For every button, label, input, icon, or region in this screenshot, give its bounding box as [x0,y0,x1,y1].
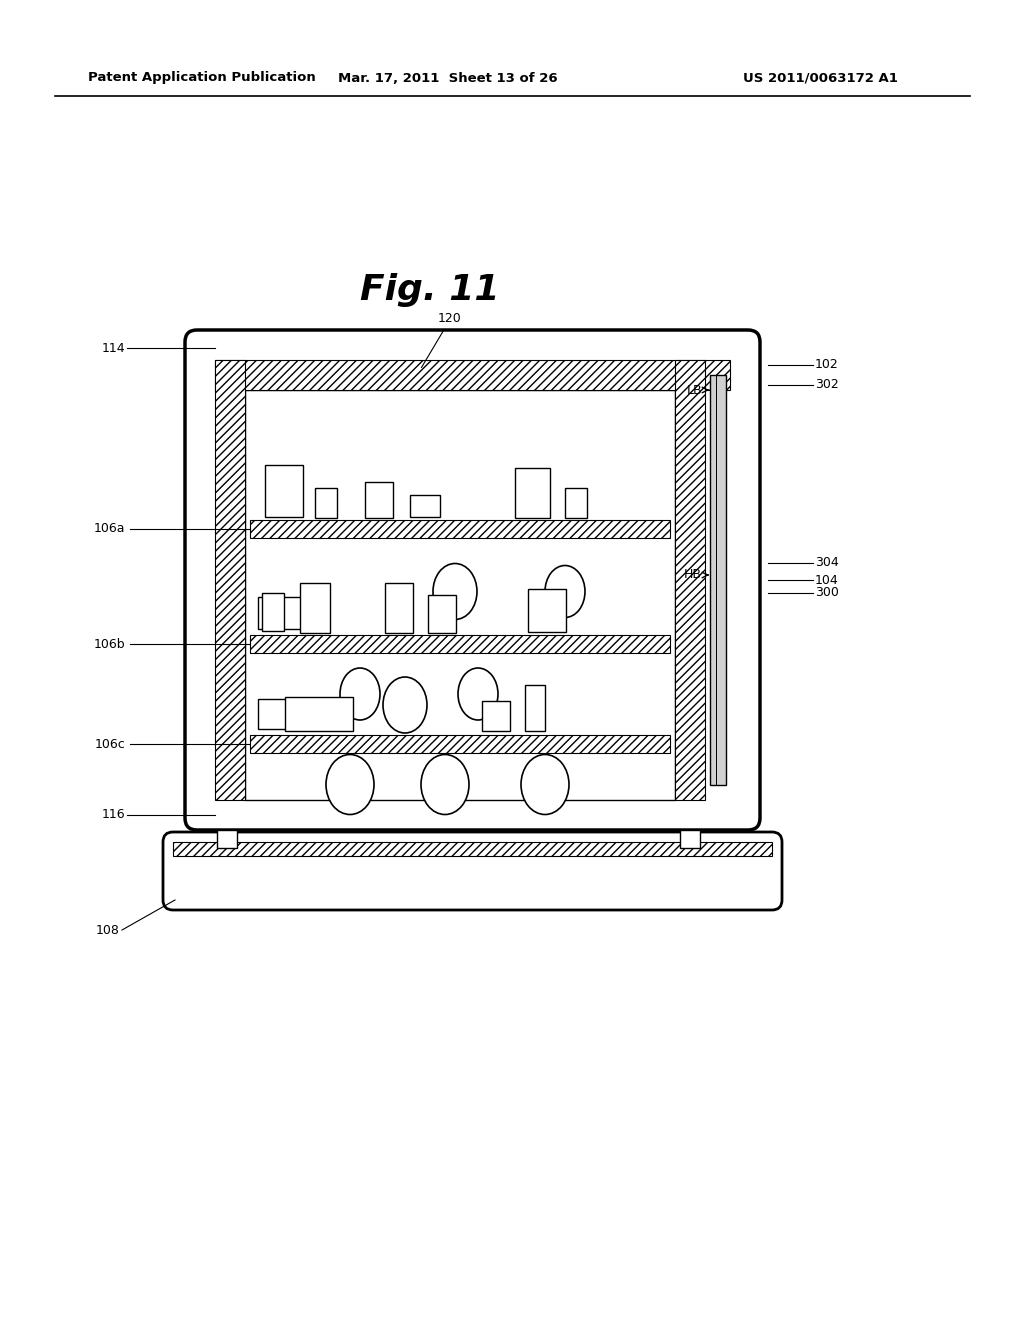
Bar [680,830,700,847]
Text: 304: 304 [815,557,839,569]
Bar [482,701,510,731]
Ellipse shape [326,755,374,814]
Text: Patent Application Publication: Patent Application Publication [88,71,315,84]
Bar [250,735,670,752]
Bar [265,465,303,517]
FancyBboxPatch shape [185,330,760,830]
Bar [515,469,550,517]
Bar [385,583,413,634]
Bar [675,360,705,800]
Ellipse shape [340,668,380,719]
Ellipse shape [383,677,427,733]
Bar [215,360,730,389]
Text: 114: 114 [101,342,125,355]
Text: 106a: 106a [93,523,125,536]
Text: 300: 300 [815,586,839,599]
Bar [365,482,393,517]
Bar [262,593,284,631]
Text: 106c: 106c [94,738,125,751]
FancyBboxPatch shape [163,832,782,909]
Text: 106b: 106b [93,638,125,651]
Bar [410,495,440,517]
Bar [710,375,726,785]
Bar [173,842,772,855]
Bar [245,389,675,800]
Text: 108: 108 [96,924,120,936]
Bar [250,520,670,539]
Text: 102: 102 [815,359,839,371]
Bar [565,488,587,517]
Text: LB: LB [686,384,702,396]
Bar [315,488,337,517]
Text: HB: HB [684,569,702,582]
Text: 120: 120 [438,312,462,325]
Bar [285,697,353,731]
Ellipse shape [458,668,498,719]
Text: US 2011/0063172 A1: US 2011/0063172 A1 [742,71,897,84]
Bar [250,635,670,653]
Bar [300,583,330,634]
Bar [528,589,566,632]
Ellipse shape [545,565,585,618]
Ellipse shape [521,755,569,814]
Text: 302: 302 [815,379,839,392]
Bar [258,700,306,729]
Bar [215,360,245,800]
Ellipse shape [421,755,469,814]
Text: 116: 116 [101,808,125,821]
Ellipse shape [433,564,477,619]
Bar [217,830,237,847]
Text: Fig. 11: Fig. 11 [360,273,500,308]
Bar [525,685,545,731]
Text: 104: 104 [815,573,839,586]
Bar [428,595,456,634]
Bar [258,597,313,630]
Text: Mar. 17, 2011  Sheet 13 of 26: Mar. 17, 2011 Sheet 13 of 26 [338,71,558,84]
